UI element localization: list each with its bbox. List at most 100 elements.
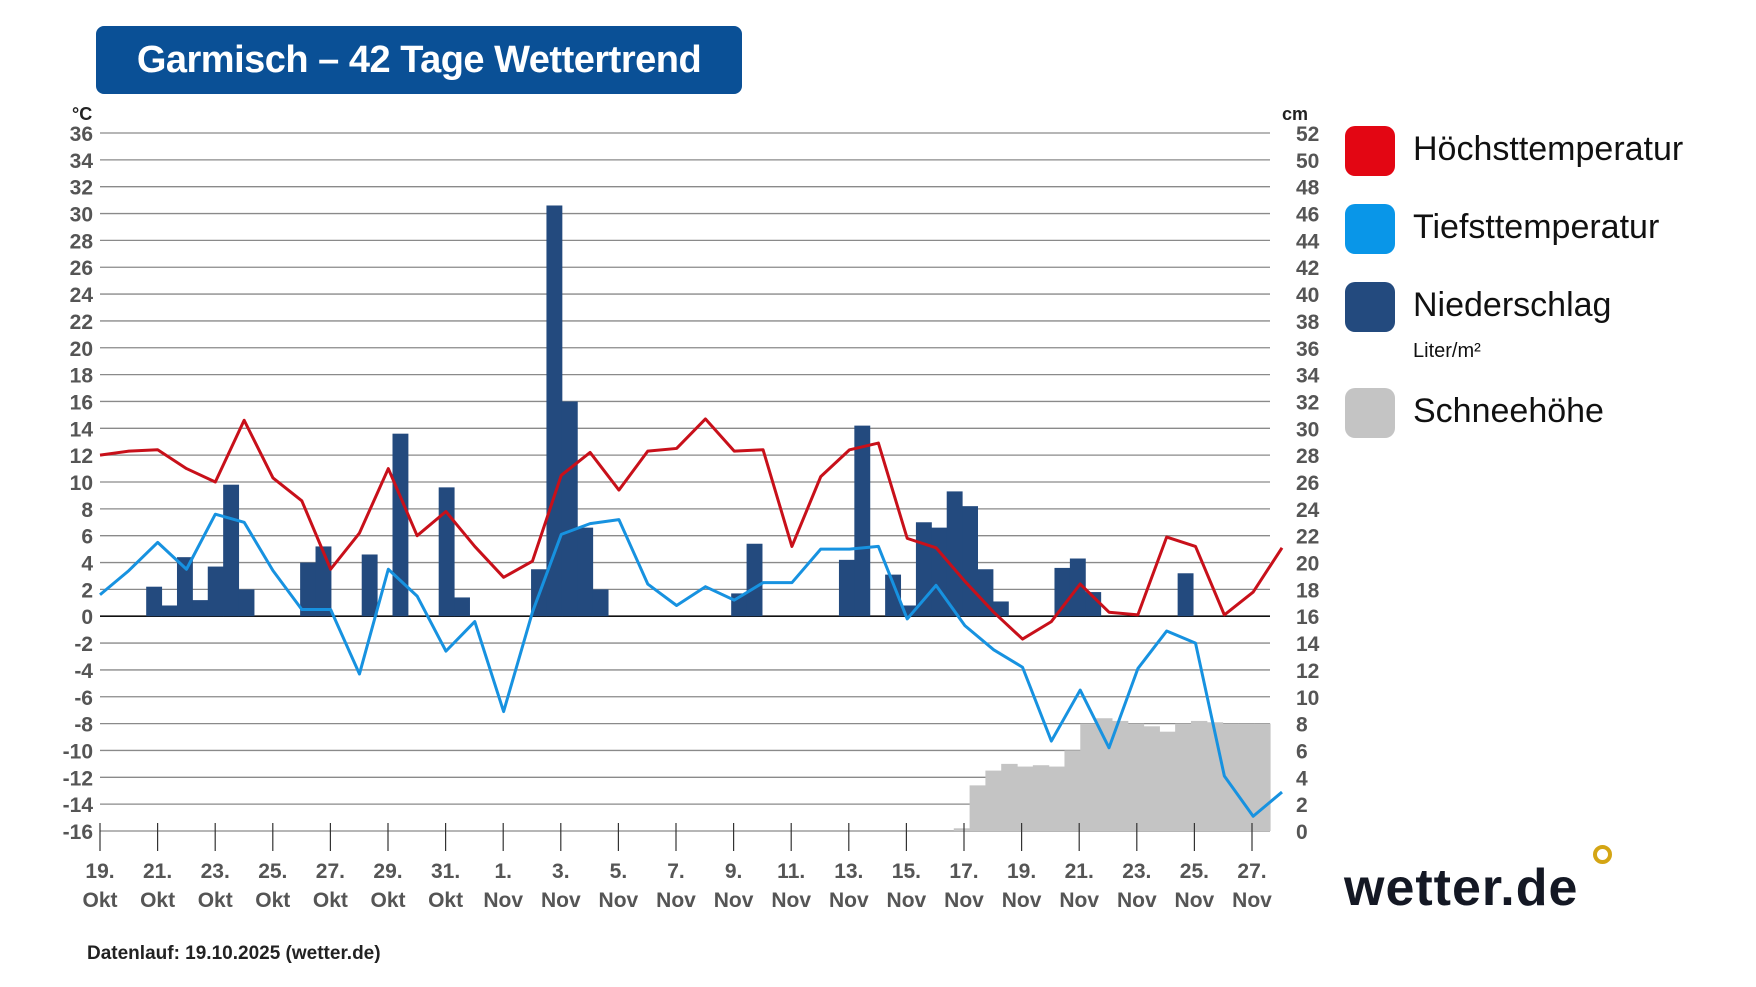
x-tick-day: 17. bbox=[949, 860, 978, 883]
snow-depth-bar bbox=[1032, 765, 1050, 831]
y-tick-label: 28 bbox=[70, 230, 94, 253]
y-tick-label: 30 bbox=[70, 204, 93, 227]
snow-depth-bar bbox=[1127, 723, 1145, 831]
x-tick-day: 11. bbox=[777, 860, 805, 883]
x-tick-day: 21. bbox=[143, 860, 172, 883]
y-tick-label: -14 bbox=[63, 794, 94, 817]
y-tick-label: -6 bbox=[74, 687, 93, 710]
x-tick-month: Okt bbox=[255, 889, 290, 912]
y2-tick-label: 44 bbox=[1296, 230, 1320, 253]
y-tick-label: 2 bbox=[81, 579, 93, 602]
x-tick-day: 13. bbox=[834, 860, 863, 883]
y-tick-label: 4 bbox=[81, 553, 93, 576]
x-tick-month: Nov bbox=[599, 889, 639, 912]
right-axis-unit: cm bbox=[1282, 104, 1309, 124]
snow-depth-bar bbox=[1222, 723, 1239, 831]
y2-tick-label: 24 bbox=[1296, 499, 1320, 522]
y2-tick-label: 4 bbox=[1296, 767, 1308, 790]
x-tick-month: Nov bbox=[1002, 889, 1042, 912]
precipitation-bar bbox=[915, 522, 932, 617]
y-tick-label: -2 bbox=[74, 633, 93, 656]
x-tick-month: Nov bbox=[1117, 889, 1157, 912]
y-tick-label: -8 bbox=[74, 714, 93, 737]
x-tick-month: Nov bbox=[944, 889, 984, 912]
y-tick-label: -16 bbox=[63, 821, 93, 844]
precipitation-bar bbox=[900, 605, 917, 617]
snow-depth-bar bbox=[1238, 723, 1255, 831]
y-tick-label: 26 bbox=[70, 257, 93, 280]
y2-tick-label: 50 bbox=[1296, 150, 1319, 173]
x-tick-month: Nov bbox=[1059, 889, 1099, 912]
precipitation-bar bbox=[161, 605, 178, 617]
legend-label: Höchsttemperatur bbox=[1413, 130, 1684, 168]
x-tick-month: Okt bbox=[313, 889, 348, 912]
x-tick-day: 19. bbox=[1007, 860, 1036, 883]
y-tick-label: -10 bbox=[63, 740, 93, 763]
y2-tick-label: 20 bbox=[1296, 553, 1319, 576]
y-tick-label: 6 bbox=[81, 526, 93, 549]
snow-depth-bar bbox=[1143, 726, 1160, 831]
snow-depth-bar bbox=[1190, 720, 1208, 831]
y2-tick-label: 10 bbox=[1296, 687, 1319, 710]
min-temp-line bbox=[99, 512, 1283, 818]
y2-tick-label: 6 bbox=[1296, 740, 1308, 763]
x-tick-month: Okt bbox=[370, 889, 405, 912]
y2-tick-label: 42 bbox=[1296, 257, 1319, 280]
y-tick-label: 34 bbox=[70, 150, 94, 173]
snow-depth-bar bbox=[1048, 766, 1066, 831]
precipitation-bar bbox=[561, 401, 578, 617]
precipitation-bar bbox=[207, 566, 224, 617]
precipitation-bar bbox=[1085, 592, 1102, 617]
legend-item-min-temp: Tiefsttemperatur bbox=[1345, 204, 1745, 256]
legend-label: Tiefsttemperatur bbox=[1413, 208, 1660, 246]
snow-depth-bar bbox=[1175, 723, 1192, 831]
x-tick-month: Nov bbox=[541, 889, 581, 912]
y2-tick-label: 52 bbox=[1296, 123, 1319, 146]
y2-tick-label: 38 bbox=[1296, 311, 1320, 334]
precipitation-bar bbox=[361, 554, 378, 617]
y2-tick-label: 32 bbox=[1296, 391, 1319, 414]
x-tick-day: 29. bbox=[373, 860, 402, 883]
x-tick-day: 5. bbox=[610, 860, 628, 883]
x-tick-day: 3. bbox=[552, 860, 570, 883]
precipitation-bar bbox=[546, 205, 563, 617]
y2-tick-label: 26 bbox=[1296, 472, 1319, 495]
y2-tick-label: 46 bbox=[1296, 204, 1319, 227]
x-tick-day: 23. bbox=[201, 860, 230, 883]
x-tick-day: 1. bbox=[494, 860, 512, 883]
precipitation-bar bbox=[176, 557, 193, 617]
snow-depth-bar bbox=[1080, 723, 1097, 831]
y2-tick-label: 18 bbox=[1296, 579, 1320, 602]
precipitation-bar bbox=[962, 506, 978, 617]
snow-depth-bar bbox=[1001, 763, 1018, 831]
y-tick-label: 32 bbox=[70, 177, 93, 200]
y-tick-label: 36 bbox=[70, 123, 93, 146]
precipitation-bar bbox=[746, 543, 763, 617]
x-tick-month: Nov bbox=[771, 889, 811, 912]
y-tick-label: 14 bbox=[70, 418, 94, 441]
x-tick-day: 25. bbox=[258, 860, 287, 883]
x-tick-day: 25. bbox=[1180, 860, 1209, 883]
logo-dot-icon bbox=[1593, 845, 1612, 864]
x-tick-month: Nov bbox=[1232, 889, 1272, 912]
x-tick-day: 19. bbox=[85, 860, 114, 883]
y-tick-label: 16 bbox=[70, 391, 93, 414]
y-tick-label: -4 bbox=[74, 660, 93, 683]
precipitation-bar bbox=[977, 569, 994, 617]
x-tick-month: Nov bbox=[829, 889, 869, 912]
snow-depth-bar bbox=[969, 785, 987, 831]
x-tick-month: Okt bbox=[198, 889, 233, 912]
snow-depth-bar bbox=[1017, 766, 1034, 831]
y-tick-label: 20 bbox=[70, 338, 93, 361]
x-tick-day: 15. bbox=[892, 860, 921, 883]
left-axis-unit: °C bbox=[72, 104, 93, 124]
precipitation-bar bbox=[238, 589, 255, 617]
max-temp-swatch-icon bbox=[1345, 126, 1395, 176]
legend-label: Schneehöhe bbox=[1413, 392, 1604, 430]
precipitation-bar bbox=[577, 527, 594, 617]
x-tick-month: Nov bbox=[656, 889, 696, 912]
y-tick-label: 8 bbox=[81, 499, 93, 522]
y2-tick-label: 28 bbox=[1296, 445, 1320, 468]
snow-depth-bar bbox=[1111, 720, 1129, 831]
